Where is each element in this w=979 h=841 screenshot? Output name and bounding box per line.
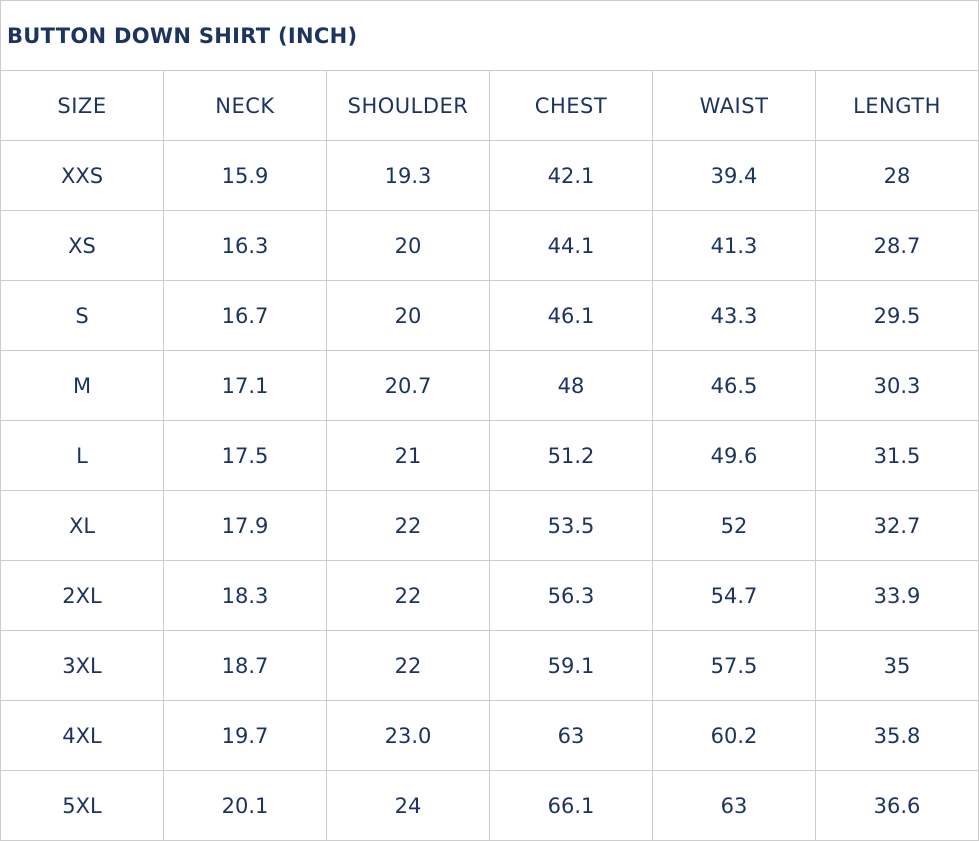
table-cell: 30.3 — [815, 350, 979, 421]
table-cell: 39.4 — [652, 140, 816, 211]
table-cell: 57.5 — [652, 630, 816, 701]
column-header: NECK — [163, 70, 327, 141]
table-cell: 22 — [326, 630, 490, 701]
table-cell: 3XL — [0, 630, 164, 701]
title-row: BUTTON DOWN SHIRT (INCH) — [0, 0, 979, 71]
column-header: SHOULDER — [326, 70, 490, 141]
table-title: BUTTON DOWN SHIRT (INCH) — [0, 0, 979, 71]
table-cell: S — [0, 280, 164, 351]
table-cell: XL — [0, 490, 164, 561]
table-cell: 24 — [326, 770, 490, 841]
table-row: M 17.1 20.7 48 46.5 30.3 — [0, 350, 979, 421]
table-cell: 46.1 — [489, 280, 653, 351]
table-cell: 54.7 — [652, 560, 816, 631]
table-cell: 16.3 — [163, 210, 327, 281]
table-row: S 16.7 20 46.1 43.3 29.5 — [0, 280, 979, 351]
table-cell: 41.3 — [652, 210, 816, 281]
table-cell: 18.3 — [163, 560, 327, 631]
table-cell: XXS — [0, 140, 164, 211]
column-header: LENGTH — [815, 70, 979, 141]
table-cell: 17.1 — [163, 350, 327, 421]
table-cell: 2XL — [0, 560, 164, 631]
table-cell: 44.1 — [489, 210, 653, 281]
table-cell: 19.7 — [163, 700, 327, 771]
table-cell: 28.7 — [815, 210, 979, 281]
table-cell: 49.6 — [652, 420, 816, 491]
table-cell: 20.1 — [163, 770, 327, 841]
table-cell: 59.1 — [489, 630, 653, 701]
column-header: SIZE — [0, 70, 164, 141]
table-cell: 48 — [489, 350, 653, 421]
table-cell: 31.5 — [815, 420, 979, 491]
header-row: SIZE NECK SHOULDER CHEST WAIST LENGTH — [0, 70, 979, 141]
table-row: 4XL 19.7 23.0 63 60.2 35.8 — [0, 700, 979, 771]
table-row: XS 16.3 20 44.1 41.3 28.7 — [0, 210, 979, 281]
table-cell: 60.2 — [652, 700, 816, 771]
table-row: 3XL 18.7 22 59.1 57.5 35 — [0, 630, 979, 701]
table-row: XL 17.9 22 53.5 52 32.7 — [0, 490, 979, 561]
table-row: 5XL 20.1 24 66.1 63 36.6 — [0, 770, 979, 841]
table-cell: 36.6 — [815, 770, 979, 841]
column-header: CHEST — [489, 70, 653, 141]
table-cell: L — [0, 420, 164, 491]
table-cell: 22 — [326, 560, 490, 631]
table-cell: 53.5 — [489, 490, 653, 561]
table-row: XXS 15.9 19.3 42.1 39.4 28 — [0, 140, 979, 211]
table-cell: 20 — [326, 210, 490, 281]
column-header: WAIST — [652, 70, 816, 141]
table-cell: 21 — [326, 420, 490, 491]
table-cell: 28 — [815, 140, 979, 211]
table-cell: 46.5 — [652, 350, 816, 421]
table-cell: XS — [0, 210, 164, 281]
table-cell: 33.9 — [815, 560, 979, 631]
table-cell: 51.2 — [489, 420, 653, 491]
table-cell: 66.1 — [489, 770, 653, 841]
table-cell: 32.7 — [815, 490, 979, 561]
table-cell: 18.7 — [163, 630, 327, 701]
table-cell: 15.9 — [163, 140, 327, 211]
table-cell: 5XL — [0, 770, 164, 841]
table-cell: 17.9 — [163, 490, 327, 561]
table-cell: 20 — [326, 280, 490, 351]
table-cell: 29.5 — [815, 280, 979, 351]
table-cell: 17.5 — [163, 420, 327, 491]
table-cell: 42.1 — [489, 140, 653, 211]
table-cell: 56.3 — [489, 560, 653, 631]
table-cell: 63 — [489, 700, 653, 771]
table-cell: M — [0, 350, 164, 421]
table-cell: 23.0 — [326, 700, 490, 771]
table-cell: 35.8 — [815, 700, 979, 771]
table-cell: 35 — [815, 630, 979, 701]
table-cell: 19.3 — [326, 140, 490, 211]
table-cell: 20.7 — [326, 350, 490, 421]
table-cell: 52 — [652, 490, 816, 561]
table-cell: 16.7 — [163, 280, 327, 351]
table-cell: 63 — [652, 770, 816, 841]
table-cell: 22 — [326, 490, 490, 561]
table-row: L 17.5 21 51.2 49.6 31.5 — [0, 420, 979, 491]
table-cell: 43.3 — [652, 280, 816, 351]
table-cell: 4XL — [0, 700, 164, 771]
table-row: 2XL 18.3 22 56.3 54.7 33.9 — [0, 560, 979, 631]
